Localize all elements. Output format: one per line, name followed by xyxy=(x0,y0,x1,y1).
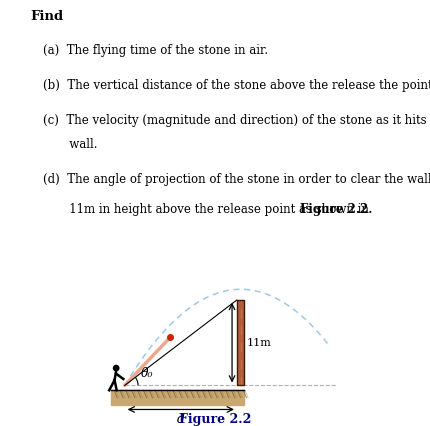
Text: (c)  The velocity (magnitude and direction) of the stone as it hits the: (c) The velocity (magnitude and directio… xyxy=(43,114,430,127)
Bar xyxy=(237,368,244,377)
Bar xyxy=(237,334,244,343)
Text: Figure 2.2.: Figure 2.2. xyxy=(299,203,371,216)
Text: 11m: 11m xyxy=(246,338,271,348)
Bar xyxy=(237,343,244,351)
Bar xyxy=(237,325,244,334)
Text: Find: Find xyxy=(30,10,63,23)
Bar xyxy=(237,300,244,386)
Bar xyxy=(237,377,244,386)
Text: 11m in height above the release point as shown in: 11m in height above the release point as… xyxy=(43,203,372,216)
Bar xyxy=(237,300,244,308)
Bar xyxy=(237,317,244,325)
Text: θ₀: θ₀ xyxy=(141,366,154,380)
Text: (b)  The vertical distance of the stone above the release the point: (b) The vertical distance of the stone a… xyxy=(43,79,430,92)
Bar xyxy=(237,308,244,317)
Text: d: d xyxy=(176,413,184,426)
Text: (a)  The flying time of the stone in air.: (a) The flying time of the stone in air. xyxy=(43,44,267,58)
Circle shape xyxy=(113,366,119,371)
Bar xyxy=(237,360,244,368)
Text: Figure 2.2: Figure 2.2 xyxy=(179,414,251,426)
Text: wall.: wall. xyxy=(43,138,97,151)
Bar xyxy=(237,351,244,360)
Text: (d)  The angle of projection of the stone in order to clear the wall with: (d) The angle of projection of the stone… xyxy=(43,173,430,186)
Bar xyxy=(111,390,244,405)
